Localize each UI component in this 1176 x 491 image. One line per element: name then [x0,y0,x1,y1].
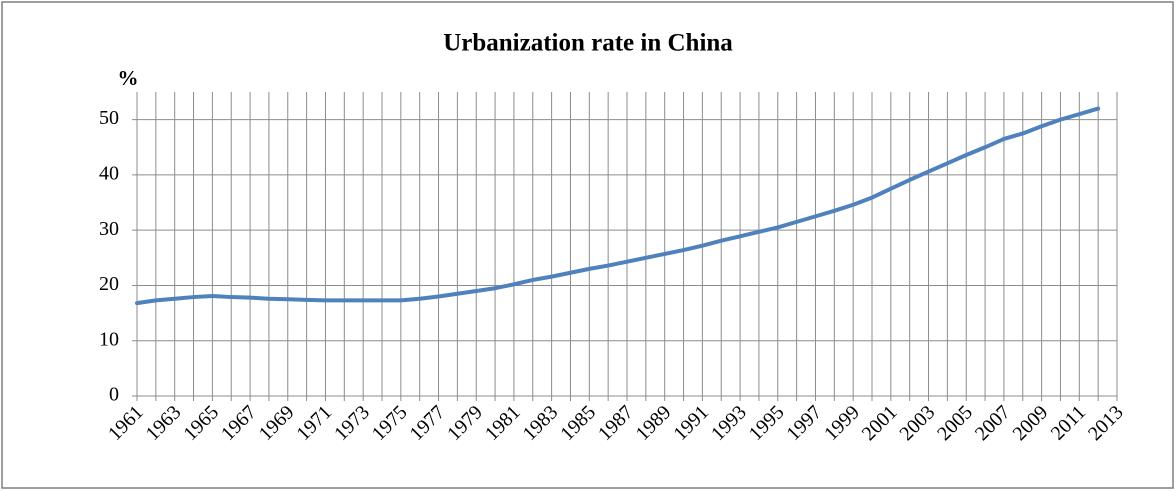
y-tick-label: 50 [99,107,119,129]
y-tick-label: 0 [109,384,119,406]
y-axis-label: % [118,66,139,90]
y-tick-label: 40 [99,163,119,185]
y-tick-label: 30 [99,218,119,240]
y-tick-label: 20 [99,273,119,295]
y-tick-label: 10 [99,328,119,350]
chart-title: Urbanization rate in China [443,30,733,57]
data-line [135,106,1101,306]
